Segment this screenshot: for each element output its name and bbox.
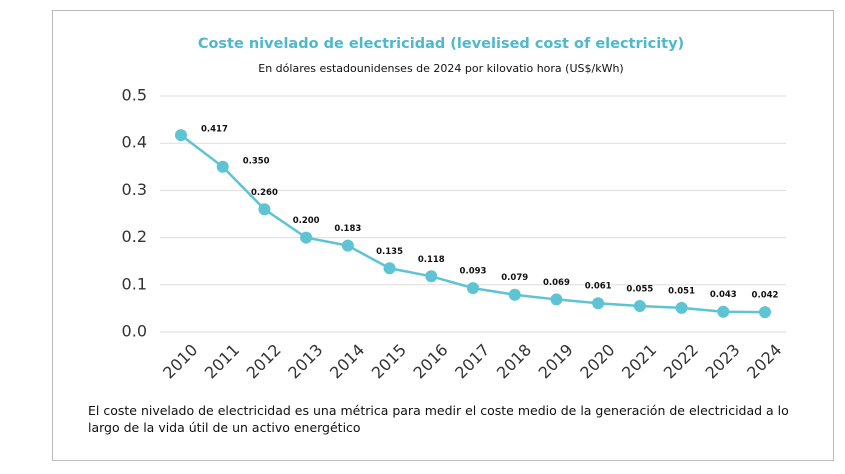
data-label: 0.350: [243, 156, 270, 166]
point: [300, 231, 313, 244]
data-label: 0.183: [334, 224, 361, 234]
data-label: 0.118: [418, 255, 445, 265]
point: [717, 305, 730, 318]
x-tick-label: 2010: [159, 340, 201, 382]
y-tick-label: 0.0: [122, 322, 147, 341]
data-label: 0.069: [543, 278, 570, 288]
x-tick-label: 2011: [201, 340, 243, 382]
x-tick-label: 2012: [243, 340, 285, 382]
data-label: 0.135: [376, 247, 403, 257]
data-label: 0.061: [585, 282, 612, 292]
x-tick-label: 2013: [284, 340, 326, 382]
x-tick-label: 2017: [451, 340, 493, 382]
x-tick-label: 2023: [701, 340, 743, 382]
frame: [52, 10, 834, 461]
data-label: 0.417: [201, 125, 228, 135]
x-tick-label: 2022: [660, 340, 702, 382]
point: [675, 301, 688, 314]
point: [592, 297, 605, 310]
point: [467, 282, 479, 295]
point: [383, 262, 396, 275]
point: [508, 288, 521, 301]
data-label: 0.042: [752, 291, 779, 301]
point: [216, 160, 229, 173]
point: [633, 300, 646, 313]
x-tick-label: 2020: [576, 340, 618, 382]
data-label: 0.260: [251, 188, 278, 198]
y-tick-label: 0.2: [122, 227, 147, 246]
note: El coste nivelado de electricidad es una…: [88, 403, 789, 435]
data-label: 0.043: [710, 290, 737, 300]
x-tick-label: 2015: [368, 340, 410, 382]
x-tick-label: 2018: [493, 340, 535, 382]
x-tick-label: 2019: [535, 340, 577, 382]
x-tick-label: 2021: [618, 340, 660, 382]
y-tick-label: 0.5: [122, 86, 147, 105]
x-tick-label: 2024: [743, 340, 785, 382]
data-label: 0.079: [501, 273, 528, 283]
x-tick-label: 2016: [409, 340, 451, 382]
data-label: 0.200: [293, 216, 320, 226]
y-tick-label: 0.4: [122, 133, 147, 152]
data-label: 0.051: [668, 286, 695, 296]
chart-subtitle: En dólares estadounidenses de 2024 por k…: [258, 62, 623, 75]
y-tick-label: 0.1: [122, 274, 147, 293]
point: [341, 239, 354, 252]
point: [550, 293, 563, 306]
data-label: 0.055: [626, 285, 653, 295]
data-label: 0.093: [460, 267, 487, 277]
point: [258, 203, 271, 216]
chart-title: Coste nivelado de electricidad (levelise…: [198, 36, 684, 52]
point: [759, 306, 771, 319]
y-tick-label: 0.3: [122, 180, 147, 199]
point: [425, 270, 438, 283]
x-tick-label: 2014: [326, 340, 368, 382]
point: [175, 129, 187, 142]
